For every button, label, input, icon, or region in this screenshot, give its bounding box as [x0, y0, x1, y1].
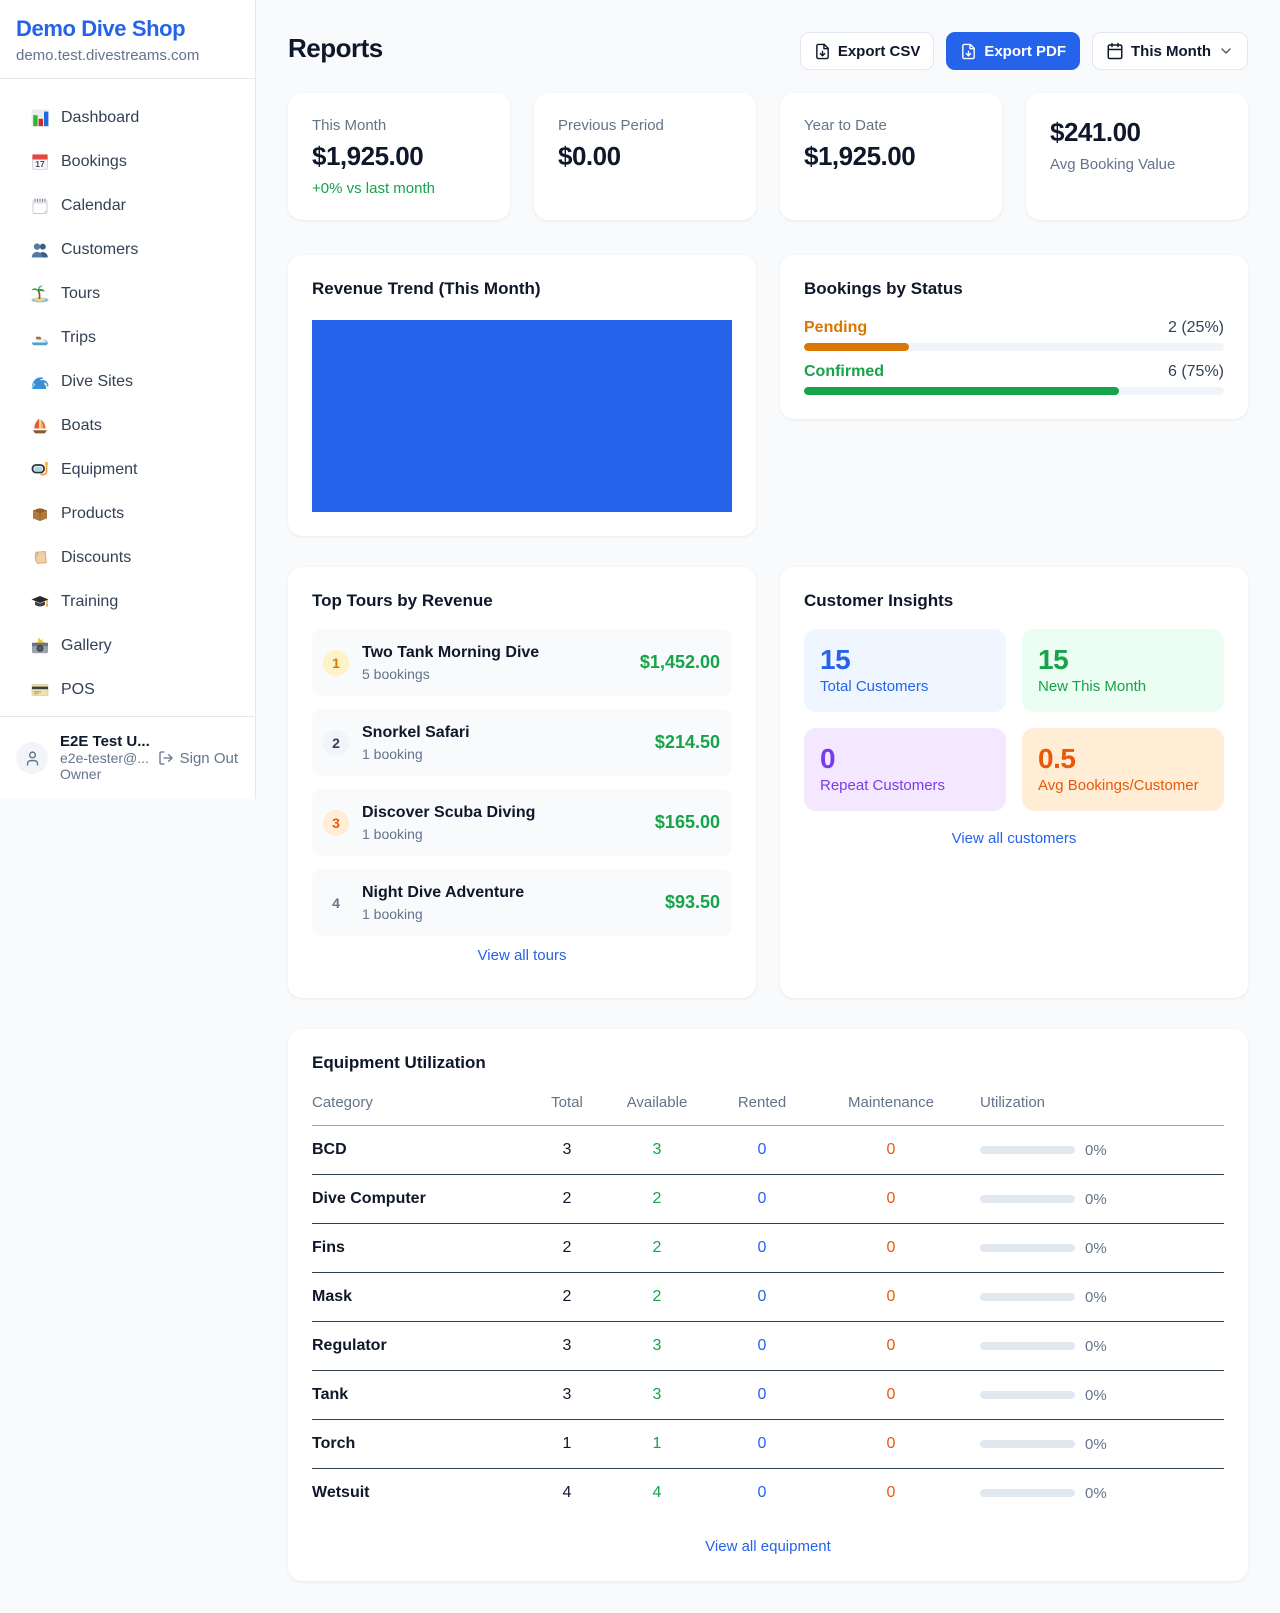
svg-text:17: 17 [35, 159, 45, 169]
